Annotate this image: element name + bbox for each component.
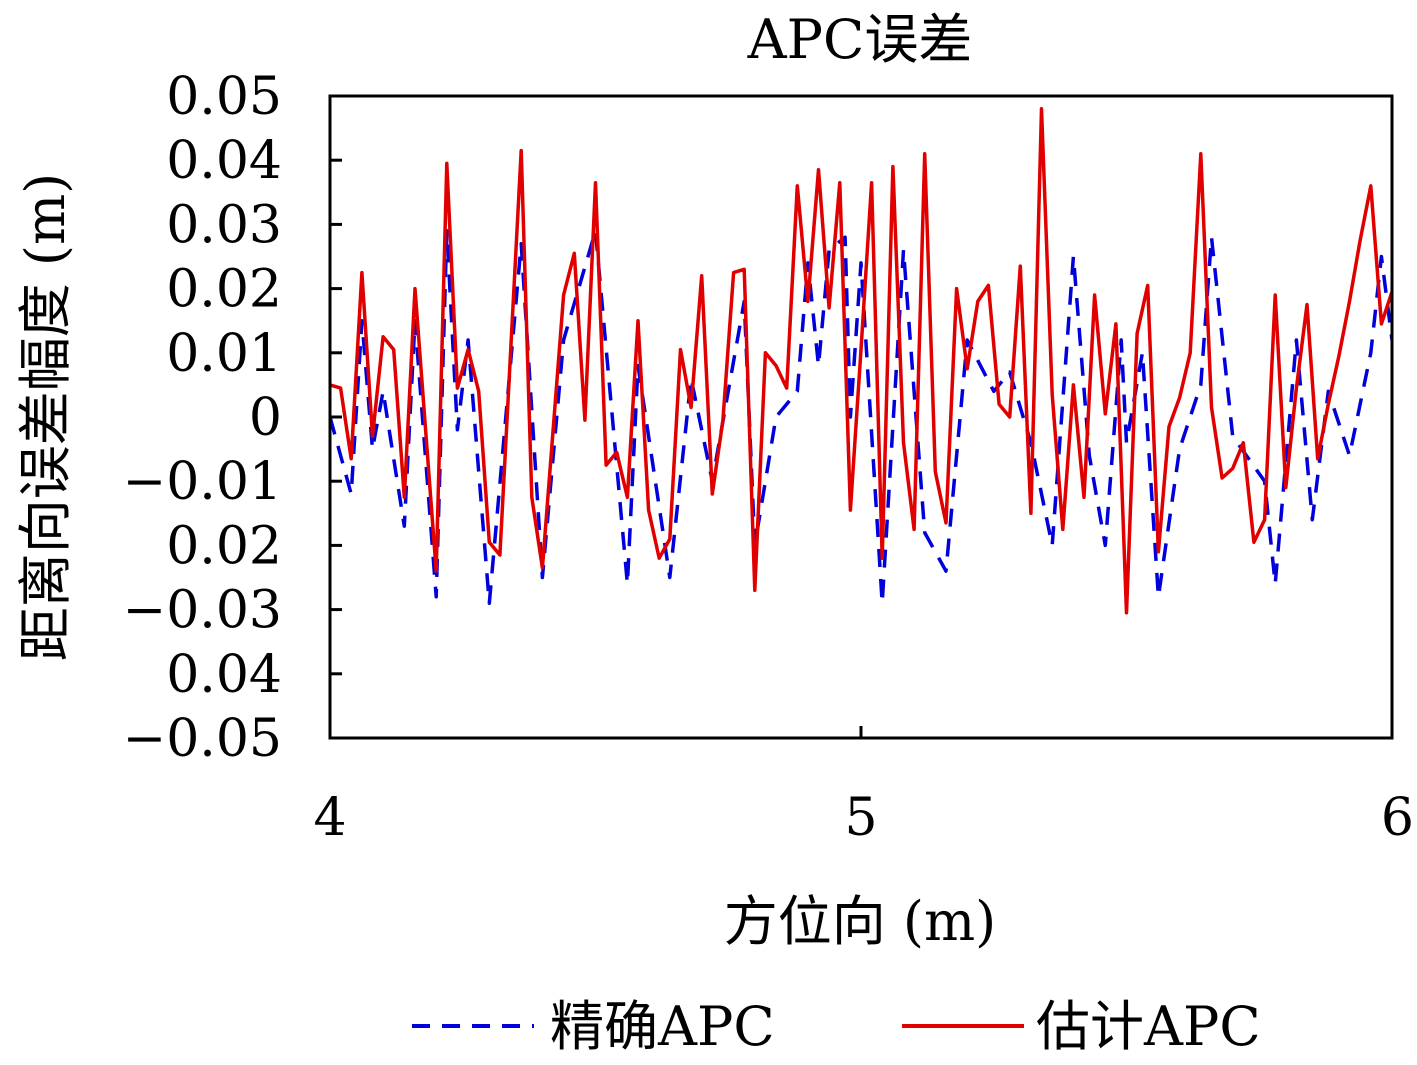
y-tick-label: 0	[249, 388, 282, 448]
y-tick-label: −0.01	[123, 452, 282, 512]
legend-label-estimated-apc: 估计APC	[1036, 995, 1261, 1058]
plot-frame	[328, 94, 1394, 740]
y-tick-label: 0.02	[166, 260, 282, 320]
series-line-0	[330, 229, 1392, 605]
y-tick-label: −0.05	[123, 709, 282, 769]
x-tick-label: 6	[1381, 788, 1414, 848]
chart-title: APC误差	[747, 8, 973, 71]
x-axis-ticks: 4 5 6	[313, 726, 1414, 848]
legend-label-exact-apc: 精确APC	[550, 995, 775, 1058]
x-tick-label: 5	[844, 788, 877, 848]
x-axis-label: 方位向 (m)	[724, 890, 997, 953]
y-axis-ticks: 0.050.040.030.020.010−0.010.02−0.030.04−…	[123, 67, 342, 769]
y-tick-label: −0.03	[123, 581, 282, 641]
y-tick-label: 0.03	[166, 195, 282, 255]
x-tick-label: 4	[313, 788, 346, 848]
series-line-1	[330, 107, 1392, 615]
y-tick-label: 0.05	[166, 67, 282, 127]
y-tick-label: 0.04	[166, 645, 282, 705]
series-layer	[330, 107, 1392, 615]
y-tick-label: 0.02	[166, 516, 282, 576]
legend: 精确APC 估计APC	[412, 995, 1261, 1058]
y-tick-label: 0.04	[166, 131, 282, 191]
y-axis-label: 距离向误差幅度 (m)	[14, 173, 77, 662]
y-tick-label: 0.01	[166, 324, 282, 384]
